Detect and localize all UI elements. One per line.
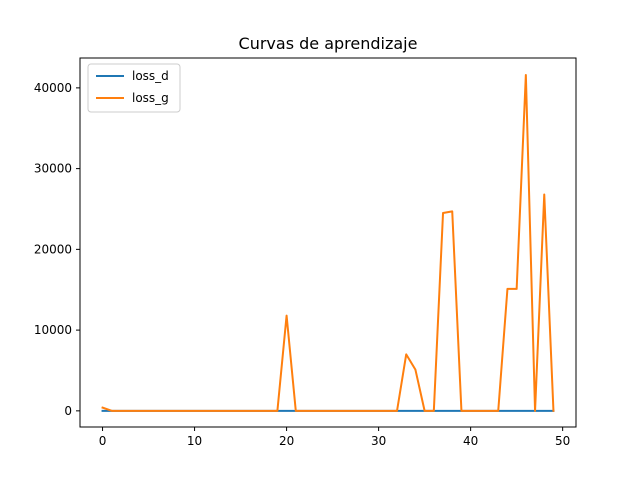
x-tick-label: 50	[555, 434, 570, 448]
series-line-loss-g	[101, 73, 555, 412]
x-tick-label: 30	[371, 434, 386, 448]
x-tick-label: 40	[463, 434, 478, 448]
y-tick-label: 20000	[34, 242, 72, 256]
chart-title: Curvas de aprendizaje	[239, 34, 418, 53]
axes-frame	[79, 57, 577, 428]
x-tick-label: 20	[279, 434, 294, 448]
legend-label-loss-d: loss_d	[132, 69, 169, 83]
x-tick-label: 0	[99, 434, 107, 448]
y-tick-label: 0	[64, 404, 72, 418]
x-tick-label: 10	[187, 434, 202, 448]
plot-area: 0 10 20 30 40 50 0 10000 20000 30000 40000	[34, 57, 577, 448]
legend: loss_d loss_g	[87, 63, 181, 113]
legend-label-loss-g: loss_g	[132, 91, 169, 105]
y-tick-label: 30000	[34, 162, 72, 176]
y-tick-label: 10000	[34, 323, 72, 337]
y-tick-label: 40000	[34, 81, 72, 95]
